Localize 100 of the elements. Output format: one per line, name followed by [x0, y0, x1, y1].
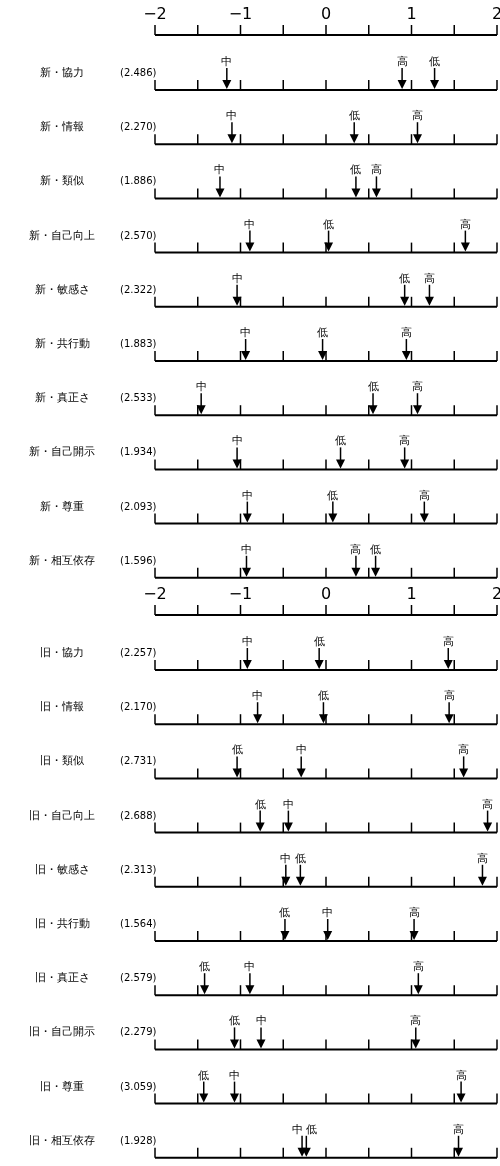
series: 高: [443, 689, 455, 724]
series: 高: [412, 380, 423, 415]
series: 高: [442, 635, 454, 669]
series-label: 高: [411, 109, 423, 123]
series: 低: [279, 906, 291, 940]
series-label: 中: [226, 109, 238, 123]
annotation: (2.313): [120, 863, 157, 875]
series: 中: [231, 271, 243, 306]
series: 高: [410, 1014, 422, 1049]
y-tick-label: 旧・類似: [40, 754, 84, 767]
y-tick-label: 旧・自己開示: [29, 1025, 95, 1038]
series: 低: [199, 960, 211, 995]
series: 低: [335, 434, 347, 469]
series-label: 低: [348, 109, 360, 123]
series: 中: [221, 55, 233, 89]
series: 中: [244, 217, 256, 252]
x-tick-label: −2: [143, 4, 167, 23]
series: 中: [295, 743, 307, 778]
y-tick-label: 新・協力: [40, 66, 84, 78]
y-tick-label: 旧・敏感さ: [34, 862, 90, 875]
series: 中: [195, 380, 207, 415]
annotation: (2.093): [120, 500, 157, 512]
x-tick-label: 2: [491, 4, 500, 23]
series: 高: [418, 488, 430, 523]
series: 低: [198, 1068, 210, 1103]
x-tick-label: 1: [406, 4, 417, 23]
annotation: (1.564): [120, 918, 157, 929]
x-tick-label: −1: [228, 4, 253, 23]
y-tick-label: 旧・真正さ: [34, 971, 90, 984]
annotation: (1.928): [120, 1134, 157, 1146]
series: 高: [350, 542, 362, 577]
series: 低: [294, 851, 306, 886]
series: 低: [350, 163, 362, 198]
series: 低: [327, 488, 339, 523]
series: 中: [229, 1068, 240, 1103]
y-tick-label: 新・自己向上: [29, 228, 95, 241]
series: 低: [313, 635, 325, 669]
series: 中: [244, 960, 256, 995]
y-tick-label: 新・敏感さ: [34, 282, 90, 295]
series: 低: [231, 743, 243, 778]
annotation: (2.279): [120, 1026, 157, 1038]
y-tick-label: 新・真正さ: [34, 391, 90, 404]
series: 中: [241, 542, 252, 577]
series: 高: [399, 434, 411, 469]
annotation: (3.059): [120, 1080, 157, 1092]
annotation: (1.596): [120, 554, 157, 566]
series: 高: [408, 906, 420, 940]
y-tick-label: 旧・尊重: [40, 1079, 84, 1092]
series: 中: [240, 326, 252, 360]
y-tick-label: 新・相互依存: [29, 553, 95, 566]
y-tick-label: 新・情報: [40, 120, 84, 133]
annotation: (2.570): [120, 229, 157, 241]
y-tick-label: 旧・共行動: [34, 917, 90, 929]
series: 中: [322, 906, 334, 940]
series: 高: [459, 217, 471, 252]
series: 低: [399, 271, 411, 306]
series: 高: [400, 326, 412, 360]
series: 低: [429, 55, 441, 89]
series: 高: [396, 55, 408, 89]
series: 中: [280, 851, 292, 886]
series: 中: [255, 1014, 267, 1049]
annotation: (2.731): [120, 755, 157, 767]
series: 中: [231, 434, 243, 469]
y-tick-label: 新・自己開示: [29, 445, 95, 458]
series: 低: [367, 380, 379, 415]
y-tick-label: 旧・協力: [40, 646, 84, 658]
series: 低: [254, 797, 266, 832]
y-tick-label: 新・類似: [40, 174, 84, 187]
series: 高: [482, 797, 494, 832]
x-tick-label: 2: [491, 584, 500, 603]
y-tick-label: 旧・自己向上: [29, 808, 95, 821]
x-tick-label: 1: [406, 584, 417, 603]
annotation: (1.883): [120, 338, 157, 349]
annotation: (2.270): [120, 121, 157, 133]
series: 高: [370, 163, 382, 198]
x-tick-label: −2: [143, 584, 167, 603]
series: 低: [317, 326, 329, 360]
series: 中: [241, 488, 253, 523]
x-tick-label: 0: [320, 4, 332, 23]
series: 中: [241, 635, 253, 669]
y-tick-label: 旧・情報: [40, 700, 84, 713]
annotation: (2.257): [120, 647, 157, 658]
series: 低: [370, 542, 382, 577]
annotation: (2.533): [120, 392, 157, 404]
annotation: (2.688): [120, 809, 157, 821]
series: 高: [476, 851, 488, 886]
series: 高: [455, 1068, 467, 1103]
annotation: (2.579): [120, 972, 157, 984]
series-label: 高: [458, 743, 470, 757]
series: 低: [317, 689, 329, 724]
series-label: 低: [305, 1122, 317, 1136]
annotation: (2.486): [120, 67, 157, 78]
series: 高: [453, 1122, 464, 1157]
series-label: 中: [291, 1122, 303, 1136]
x-tick-label: −1: [228, 584, 253, 603]
x-tick-label: 0: [320, 584, 332, 603]
y-tick-label: 新・尊重: [40, 499, 84, 512]
series: 低: [323, 217, 335, 252]
series: 高: [423, 271, 435, 306]
annotation: (1.934): [120, 446, 157, 458]
